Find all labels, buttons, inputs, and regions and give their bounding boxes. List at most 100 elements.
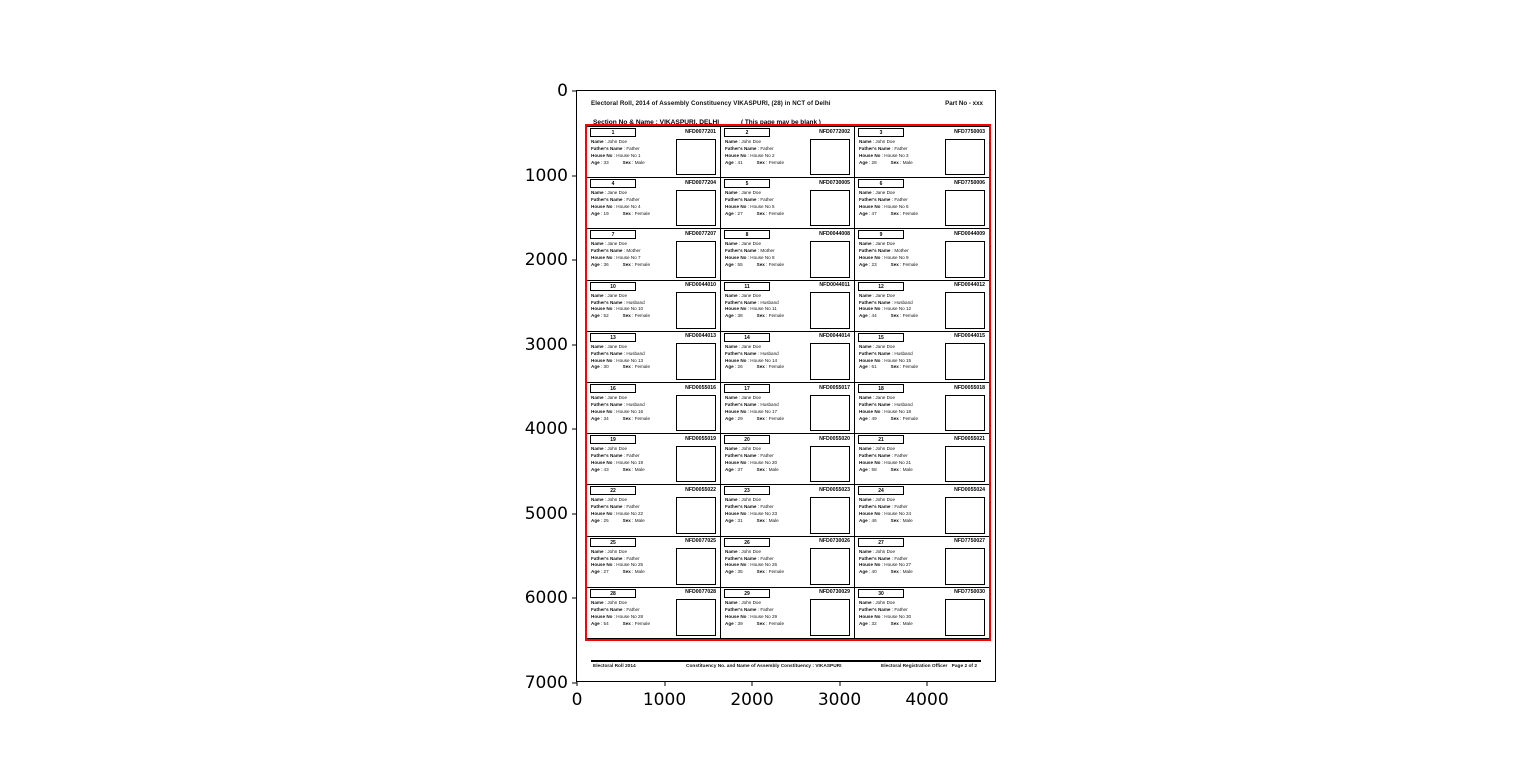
serial-number: 27 [878,539,884,546]
voter-name: Name : Jane Doe [591,292,628,298]
voter-sex: Sex : Female [890,210,919,216]
voter-record-cell[interactable]: 12 NFD0044012 Name : Jane Doe Father's Name… [855,281,989,331]
voter-name-value: John Doe [741,139,762,144]
epic-number: NFD0077204 [685,179,716,186]
voter-sex-value: Female [902,210,919,216]
voter-relation-value: Father [760,197,774,203]
plot-axes: 0 1000 2000 3000 4000 5000 6000 7000 0 1000 2000 3… [525,81,996,710]
voter-record-cell[interactable]: 5 NFD0730005 Name : Jane Doe Father's Name … [721,178,855,229]
voter-photo-placeholder [945,189,985,227]
voter-record-cell[interactable]: 28 NFD0077028 Name : John Doe Father's Name… [587,587,721,639]
voter-age-value: 36 [603,262,609,268]
voter-relation-value: Husband [626,350,645,356]
voter-record-cell[interactable]: 18 NFD0055018 Name : Jane Doe Father's Name… [855,383,989,433]
voter-record-cell[interactable]: 15 NFD0044015 Name : Jane Doe Father's Name… [855,332,989,382]
voter-record-cell[interactable]: 10 NFD0044010 Name : Jane Doe Father's Name… [587,280,721,331]
voter-record-cell[interactable]: 11 NFD0044011 Name : Jane Doe Father's Name… [721,280,855,331]
voter-house-value: House No 6 [884,203,909,209]
voter-record-row: 19 NFD0055019 Name : John Doe Father's Name… [587,433,989,485]
voter-record-cell[interactable]: 2 NFD0772002 Name : John Doe Father's Name … [721,127,855,178]
voter-record-cell[interactable]: 24 NFD0055024 Name : John Doe Father's Name… [855,485,989,535]
voter-house-value: House No 30 [884,613,912,619]
voter-record-cell[interactable]: 29 NFD0730029 Name : John Doe Father's Name… [721,587,855,639]
voter-age-value: 52 [603,313,609,319]
voter-relation-value: Husband [626,299,645,305]
voter-record-cell[interactable]: 4 NFD0077204 Name : Jane Doe Father's Name … [587,178,721,229]
epic-number: NFD0772002 [819,128,850,135]
voter-photo-placeholder [945,394,985,432]
voter-record-cell[interactable]: 9 NFD0044009 Name : Jane Doe Father's Name … [855,229,989,279]
voter-record-cell[interactable]: 19 NFD0055019 Name : John Doe Father's Name… [587,434,721,485]
y-tick-mark [572,344,577,346]
voter-sex: Sex : Female [622,364,651,370]
voter-record-cell[interactable]: 25 NFD0077025 Name : John Doe Father's Name… [587,536,721,587]
voter-sex-label: Sex [890,466,899,472]
serial-number-box [590,230,636,240]
voter-age-label: Age [725,364,734,370]
voter-record-cell[interactable]: 22 NFD0055022 Name : John Doe Father's Name… [587,485,721,536]
voter-record-cell[interactable]: 6 NFD7750006 Name : Jane Doe Father's Name … [855,178,989,228]
voter-name-label: Name [591,241,604,247]
voter-fields: Name : John Doe Father's Name : Father Hou… [591,549,670,585]
voter-house-label: House No [859,562,881,568]
voter-record-cell[interactable]: 3 NFD7750003 Name : John Doe Father's Name … [855,127,989,177]
voter-age-label: Age [725,159,734,165]
voter-name-label: Name [725,343,738,349]
voter-record-cell[interactable]: 30 NFD7750030 Name : John Doe Father's Name… [855,588,989,638]
voter-sex: Sex : Female [756,364,785,370]
voter-name: Name : John Doe [591,139,628,144]
voter-house-label: House No [859,306,881,312]
voter-record-cell[interactable]: 1 NFD0077201 Name : John Doe Father's Name … [587,127,721,178]
voter-sex: Sex : Female [622,620,651,626]
epic-number: NFD0055021 [954,435,985,442]
voter-record-cell[interactable]: 20 NFD0055020 Name : John Doe Father's Name… [721,434,855,485]
voter-record-cell[interactable]: 26 NFD0730026 Name : John Doe Father's Name… [721,536,855,587]
voter-record-cell[interactable]: 23 NFD0055023 Name : John Doe Father's Name… [721,485,855,536]
voter-age-sex: Age : 39 Sex : Female [725,621,804,628]
voter-sex: Sex : Male [622,159,645,165]
voter-record-cell[interactable]: 16 NFD0055016 Name : Jane Doe Father's Name… [587,383,721,434]
voter-sex: Sex : Female [756,159,785,165]
voter-record-cell[interactable]: 8 NFD0044008 Name : Jane Doe Father's Name … [721,229,855,280]
voter-name-value: Jane Doe [607,395,628,401]
voter-relation: Father's Name : Husband [591,299,645,305]
electoral-roll-page: Electoral Roll, 2014 of Assembly Constit… [577,91,995,681]
voter-house: House No : House No 29 [725,613,778,619]
voter-record-cell[interactable]: 14 NFD0044014 Name : Jane Doe Father's Name… [721,331,855,383]
voter-house-label: House No [725,255,747,261]
epic-number: NFD7750027 [954,538,985,545]
voter-age-label: Age [859,466,868,472]
voter-fields: Name : John Doe Father's Name : Father Hou… [591,600,670,636]
voter-age-sex: Age : 31 Sex : Male [725,518,804,525]
voter-age-value: 49 [871,415,877,421]
voter-name: Name : John Doe [591,548,628,554]
voter-record-cell[interactable]: 7 NFD0077207 Name : Jane Doe Father's Name … [587,229,721,280]
voter-sex-value: Female [768,262,785,268]
y-tick-mark [572,90,577,92]
voter-house: House No : House No 6 [859,203,909,209]
serial-number-box [858,281,904,291]
voter-name: Name : Jane Doe [859,292,896,298]
voter-sex-value: Male [634,159,645,165]
voter-fields: Name : Jane Doe Father's Name : Husband Ho… [591,395,670,431]
voter-record-cell[interactable]: 21 NFD0055021 Name : John Doe Father's Name… [855,434,989,484]
voter-fields: Name : John Doe Father's Name : Father Hou… [859,497,939,533]
voter-house-value: House No 28 [616,613,644,619]
voter-record-cell[interactable]: 17 NFD0055017 Name : Jane Doe Father's Name… [721,383,855,434]
voter-relation: Father's Name : Father [859,555,908,561]
voter-relation-value: Mother [626,248,641,254]
voter-house-label: House No [859,255,881,261]
voter-record-cell[interactable]: 27 NFD7750027 Name : John Doe Father's Name… [855,537,989,587]
serial-number: 6 [879,181,883,188]
voter-sex-value: Female [902,262,919,268]
voter-sex-label: Sex [756,518,765,524]
voter-sex: Sex : Male [622,569,645,575]
voter-name: Name : John Doe [591,599,628,605]
voter-record-cell[interactable]: 13 NFD0044013 Name : Jane Doe Father's Name… [587,331,721,383]
voter-relation-value: Husband [626,401,645,407]
epic-number: NFD0730029 [819,589,850,596]
voter-name: Name : Jane Doe [725,241,762,247]
serial-number-box [590,588,636,598]
voter-name-value: Jane Doe [875,395,896,401]
voter-age-sex: Age : 30 Sex : Female [591,364,670,371]
